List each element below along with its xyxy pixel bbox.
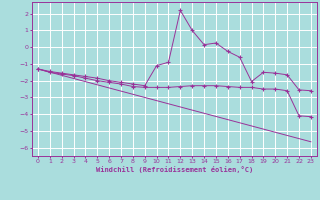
X-axis label: Windchill (Refroidissement éolien,°C): Windchill (Refroidissement éolien,°C): [96, 166, 253, 173]
